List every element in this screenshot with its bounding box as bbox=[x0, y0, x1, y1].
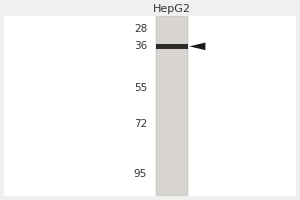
Text: 36: 36 bbox=[134, 41, 147, 51]
Text: 72: 72 bbox=[134, 119, 147, 129]
Bar bbox=[156, 16, 188, 196]
Text: 28: 28 bbox=[134, 24, 147, 34]
Text: HepG2: HepG2 bbox=[153, 4, 191, 14]
Bar bbox=[156, 44, 188, 49]
Text: 95: 95 bbox=[134, 169, 147, 179]
Text: 55: 55 bbox=[134, 83, 147, 93]
Polygon shape bbox=[189, 43, 206, 50]
